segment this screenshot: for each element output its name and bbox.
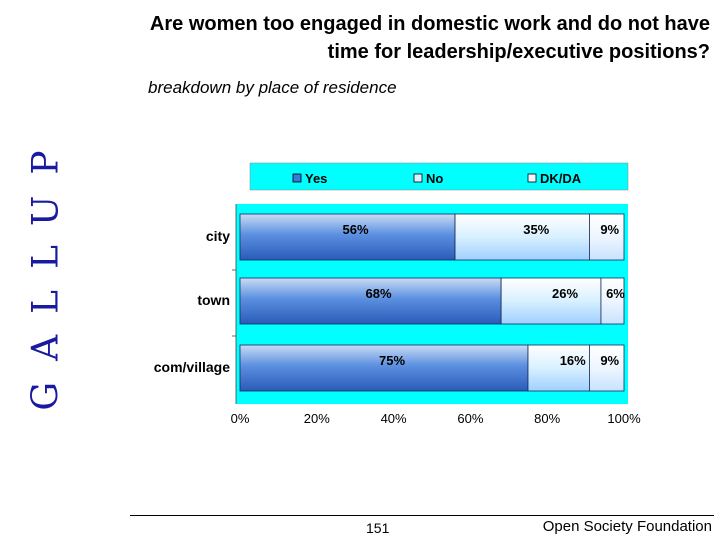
title-line-1: Are women too engaged in domestic work a… (149, 13, 710, 35)
x-tick-label: 20% (304, 411, 330, 426)
bar-segment (239, 344, 529, 392)
bar-segment (589, 213, 625, 261)
data-label: 26% (552, 286, 578, 301)
page-subtitle: breakdown by place of residence (148, 78, 397, 97)
legend-swatch (413, 173, 423, 183)
x-tick-label: 100% (607, 411, 641, 426)
footer-organization: Open Society Foundation (542, 518, 712, 535)
data-label: 56% (343, 222, 369, 237)
x-tick-label: 0% (231, 411, 250, 426)
bar-segment (589, 344, 625, 392)
x-tick-label: 60% (457, 411, 483, 426)
title-line-2: time for leadership/executive positions? (327, 41, 710, 63)
legend-box (249, 162, 629, 191)
category-label: com/village (154, 359, 230, 375)
x-tick-label: 40% (381, 411, 407, 426)
data-label: 16% (560, 353, 586, 368)
legend-label: No (426, 171, 443, 186)
legend-swatch (527, 173, 537, 183)
data-label: 68% (366, 286, 392, 301)
data-label: 6% (606, 286, 625, 301)
bar-segment (239, 277, 502, 325)
data-label: 35% (523, 222, 549, 237)
legend-label: DK/DA (540, 171, 582, 186)
bar-segment (454, 213, 590, 261)
legend-swatch (292, 173, 302, 183)
page-number: 151 (366, 520, 390, 536)
bar-segment (500, 277, 602, 325)
bar-segment (527, 344, 590, 392)
bar-segment (239, 213, 456, 261)
data-label: 75% (379, 353, 405, 368)
data-label: 9% (600, 353, 619, 368)
bar-segment (600, 277, 625, 325)
category-label: town (197, 292, 230, 308)
category-label: city (206, 228, 230, 244)
data-label: 9% (600, 222, 619, 237)
page-title: Are women too engaged in domestic work a… (70, 10, 710, 66)
x-tick-label: 80% (534, 411, 560, 426)
footer-divider (130, 515, 714, 516)
legend-label: Yes (305, 171, 327, 186)
